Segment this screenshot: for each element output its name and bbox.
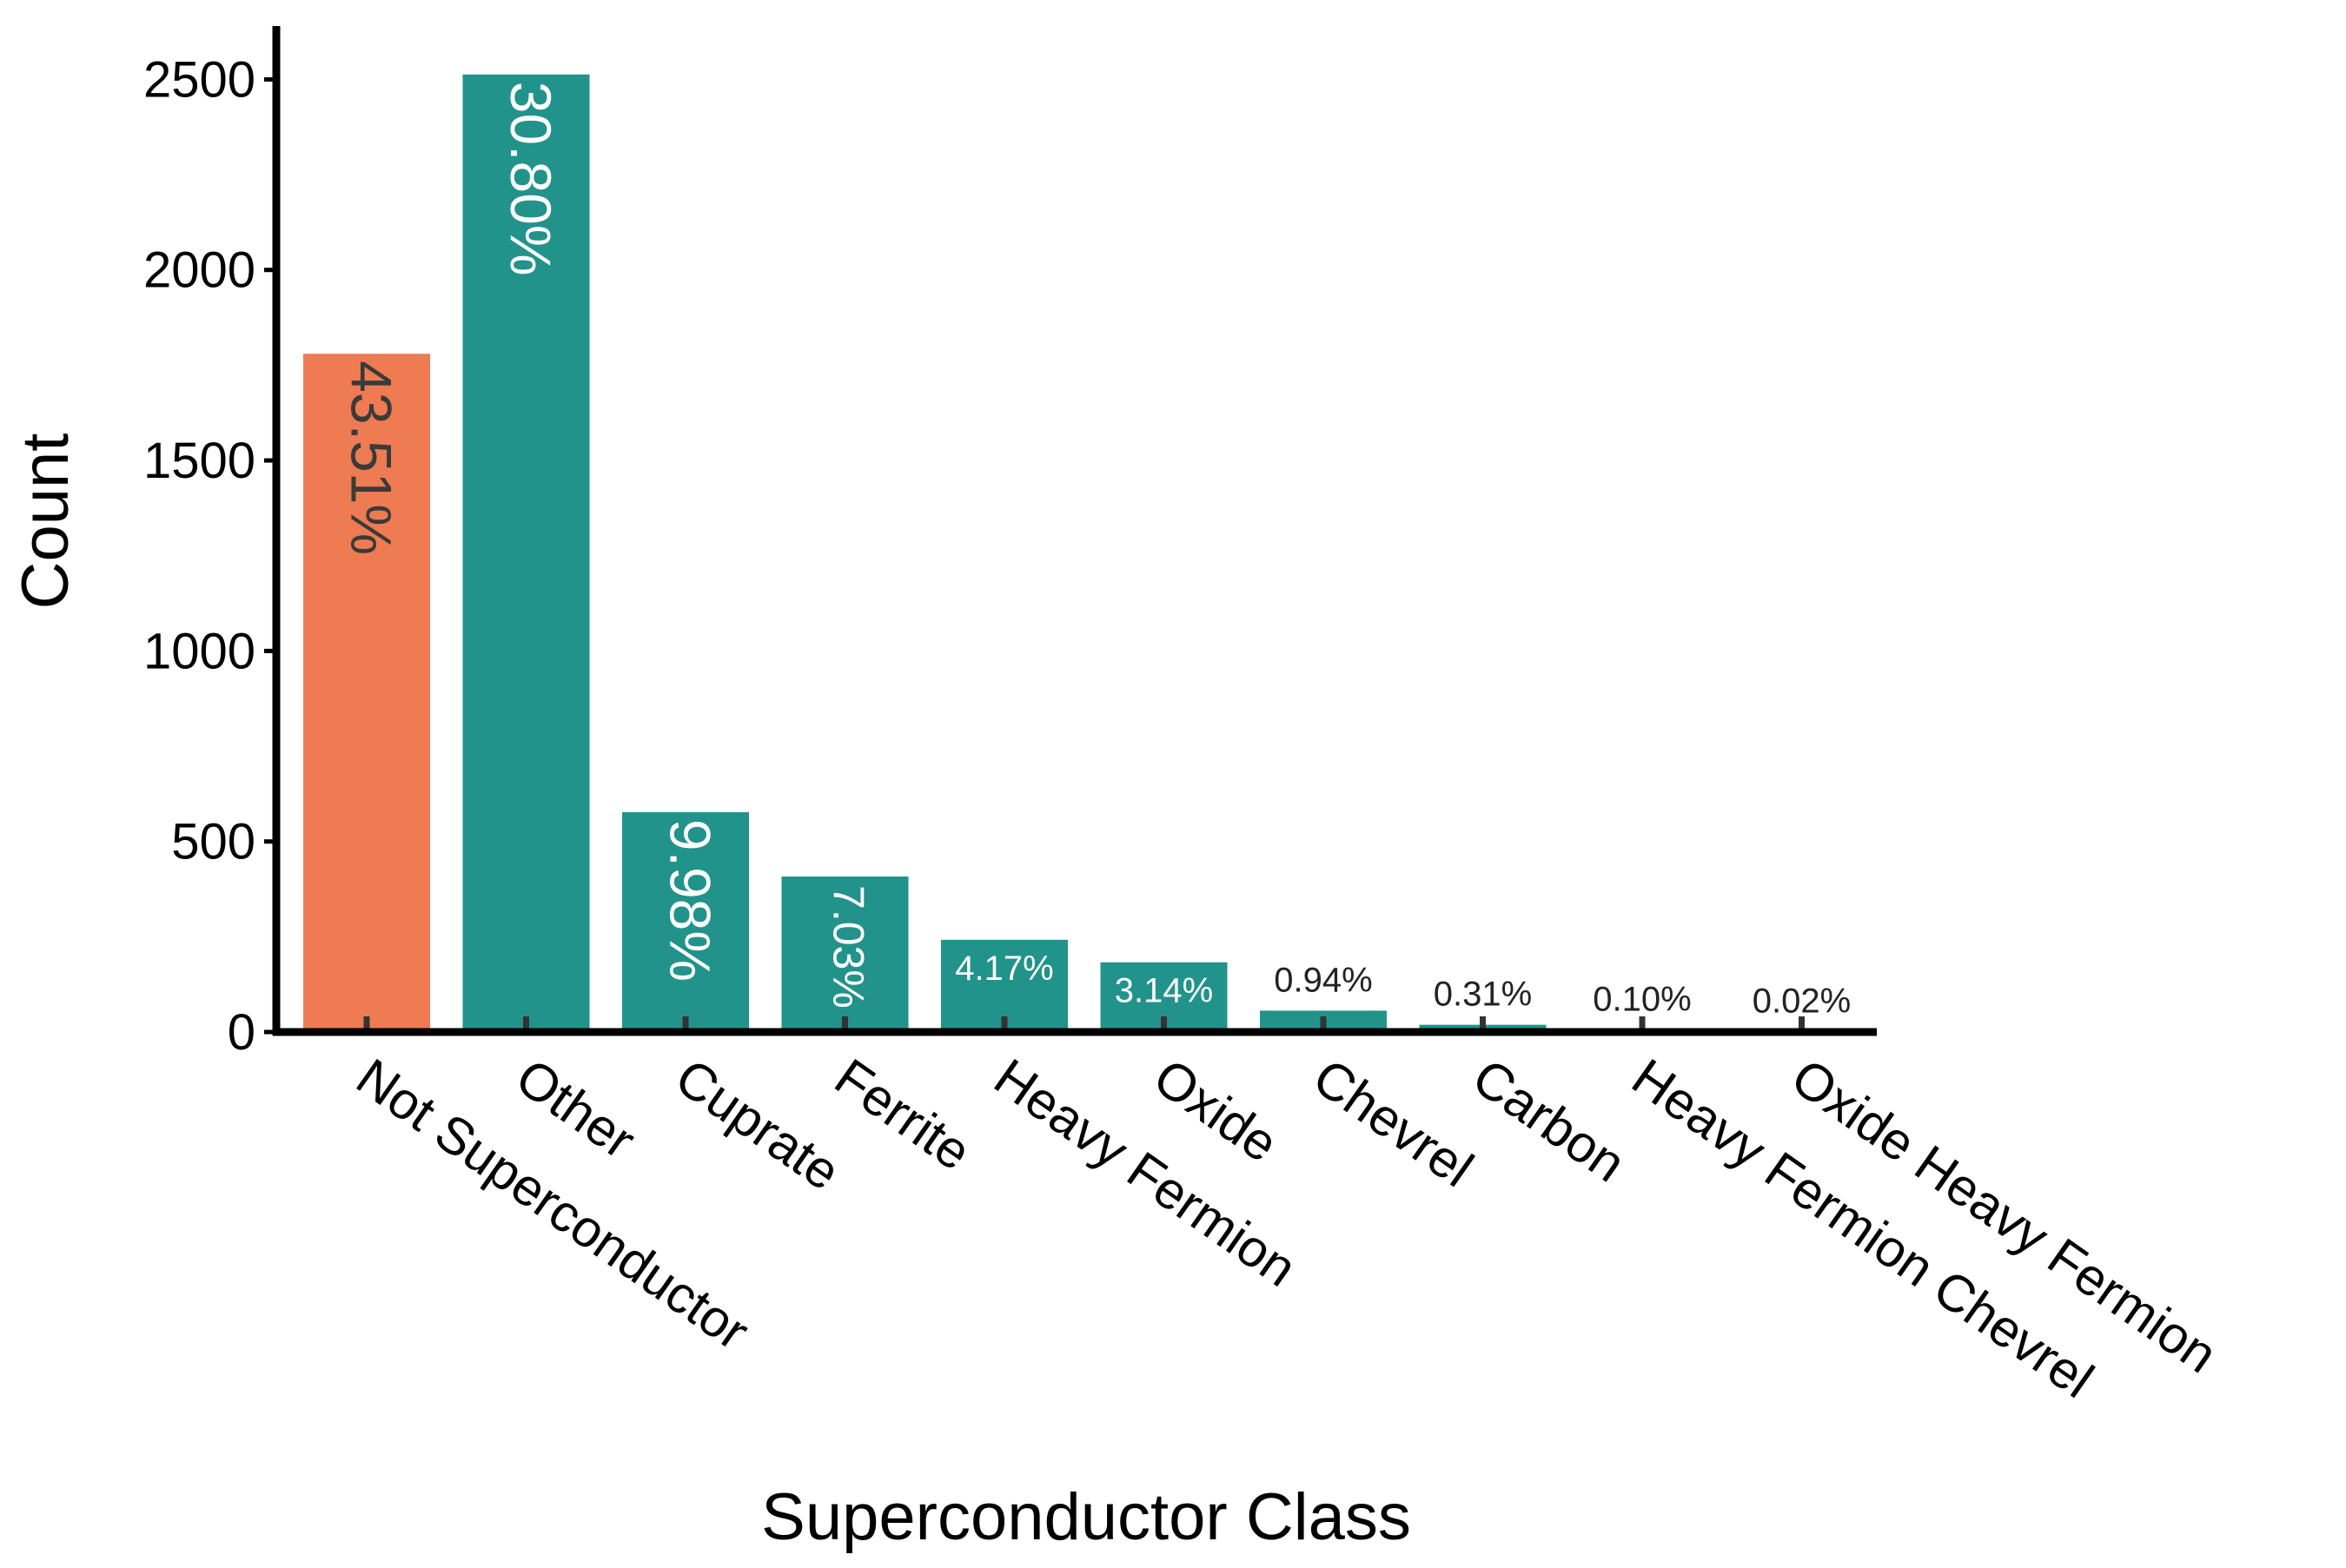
y-tick-label: 500 [171, 814, 255, 870]
x-tick-label: Carbon [1462, 1048, 1636, 1194]
y-tick-label: 1000 [143, 623, 255, 679]
bar-value-label: 0.02% [1753, 982, 1851, 1021]
y-ticks-layer: 0 500 1000 1500 2000 2500 [143, 51, 276, 1061]
x-axis-title: Superconductor Class [761, 1480, 1411, 1554]
bar-value-label: 30.80% [499, 82, 563, 276]
y-tick-label: 1500 [143, 433, 255, 489]
x-tick-label: Heavy Fermion [984, 1048, 1308, 1298]
x-tick-label: Cuprate [666, 1048, 851, 1201]
bar-value-label: 0.31% [1434, 976, 1532, 1014]
bar-value-label: 0.94% [1274, 961, 1372, 999]
x-tick-label: Ferrite [825, 1048, 981, 1181]
bar-value-label: 7.03% [824, 885, 872, 1009]
bar-value-label: 43.51% [340, 361, 404, 555]
bar-value-label: 3.14% [1115, 972, 1213, 1010]
y-tick-label: 2000 [143, 242, 255, 299]
x-tick-label: Chevrel [1303, 1048, 1484, 1198]
y-tick-label: 0 [228, 1004, 255, 1061]
y-tick-label: 2500 [143, 51, 255, 108]
y-axis-title: Count [9, 433, 83, 610]
bar-value-label: 4.17% [955, 949, 1053, 988]
bar-value-label: 0.10% [1593, 980, 1691, 1018]
bar-value-label: 9.98% [659, 819, 723, 982]
